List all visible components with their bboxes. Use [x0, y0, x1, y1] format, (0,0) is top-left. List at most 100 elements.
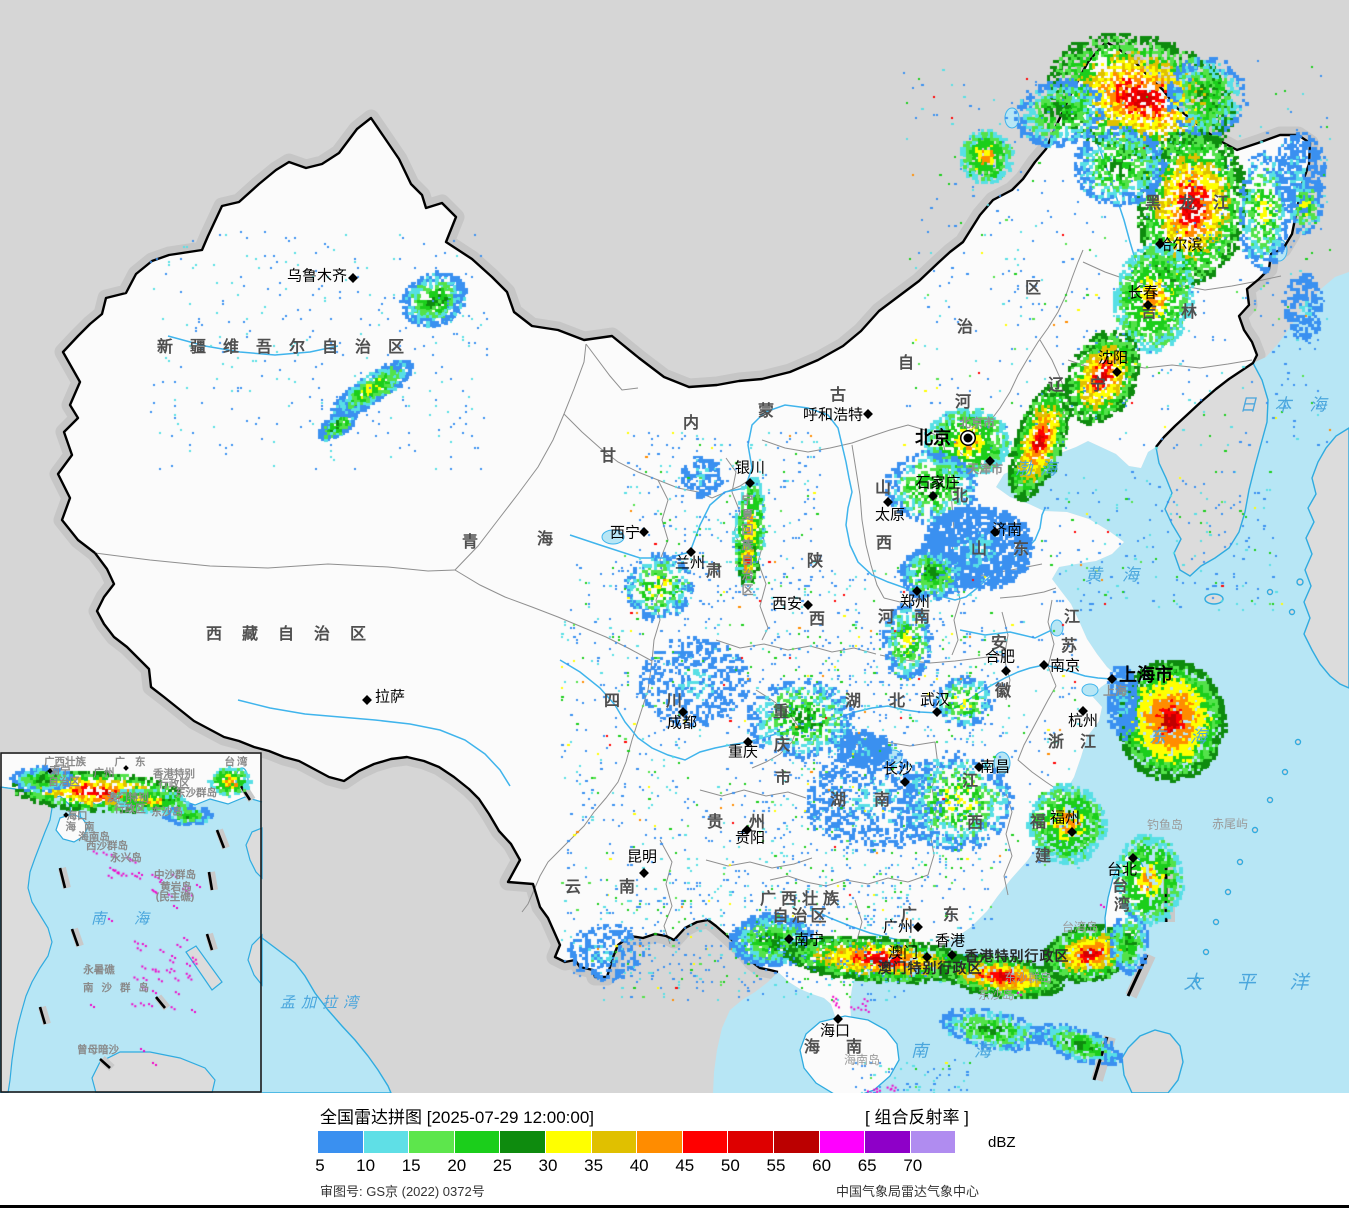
map-label: 海: [536, 531, 554, 548]
colorbar-unit: dBZ: [988, 1134, 1016, 1151]
map-label: 杭州: [1067, 712, 1099, 730]
map-label: 太原: [874, 506, 906, 524]
map-label: 自治区: [772, 908, 830, 925]
map-label: 吉林: [1140, 304, 1222, 321]
map-label: 济南: [991, 521, 1023, 539]
map-label: 内: [682, 415, 700, 432]
map-label: 安: [990, 635, 1008, 652]
map-label: 永兴岛: [110, 851, 142, 864]
colorbar-cell: [363, 1131, 409, 1153]
city-marker: [947, 950, 957, 960]
map-label: 香港: [934, 932, 966, 950]
map-label: 广州: [882, 918, 914, 936]
map-label: 钓鱼岛: [1146, 818, 1184, 832]
map-label: 南宁: [793, 931, 825, 949]
map-label: 山东: [970, 541, 1056, 558]
map-label: 甘: [599, 448, 617, 465]
map-label: 台湾: [224, 755, 250, 768]
map-label: 中沙群岛: [154, 868, 196, 881]
map-label: 广州: [93, 766, 115, 779]
colorbar-values: 5 10 15 20 25 30 35 40 45 50 55 60 65 70: [0, 1156, 1349, 1176]
map-label: 赤尾屿: [1211, 817, 1249, 831]
map-label: 新疆维吾尔自治区: [156, 339, 422, 356]
colorbar-cell: [637, 1131, 682, 1153]
colorbar-tick: 25: [492, 1156, 512, 1175]
legend-panel: 全国雷达拼图 [2025-07-29 12:00:00] [ 组合反射率 ] d…: [0, 1093, 1349, 1205]
map-label: 西安: [771, 595, 803, 613]
colorbar-tick: 55: [766, 1156, 786, 1175]
map-label: 行政区: [158, 777, 190, 790]
colorbar-cell: [819, 1131, 865, 1153]
map-label: 宁夏回族自治区: [740, 493, 754, 599]
map-label: 香港特别行政区: [964, 948, 1070, 964]
map-label: 黄岩岛: [160, 880, 192, 893]
map-label: 黄海: [1085, 565, 1159, 585]
map-label: 重: [772, 704, 790, 721]
map-label: 辽宁: [1047, 377, 1133, 394]
map-label: 西: [966, 815, 984, 832]
map-label: 海南岛: [843, 1053, 881, 1067]
map-label: 河南: [877, 609, 951, 626]
map-label: 青: [461, 534, 479, 551]
colorbar-tick: 10: [356, 1156, 376, 1175]
city-marker: [883, 497, 893, 507]
map-label: 徽: [994, 683, 1012, 700]
map-label: 西宁: [609, 524, 641, 542]
map-label: 南海: [911, 1041, 1037, 1061]
colorbar-cell: [454, 1131, 500, 1153]
map-label: 广西壮族: [44, 755, 86, 768]
radar-echo-canvas: [0, 0, 1349, 1093]
map-label: 治: [956, 319, 974, 336]
city-marker: [863, 409, 873, 419]
colorbar-cell: [773, 1131, 819, 1153]
map-label: 郑州: [899, 593, 931, 611]
map-label: 南海: [90, 910, 178, 928]
map-label: 澳门特别行政区: [877, 960, 983, 976]
map-label: 台北: [1106, 861, 1138, 879]
map-label: 自治区: [48, 775, 80, 788]
map-label: 区: [1024, 280, 1042, 297]
map-label: 广西壮族: [759, 891, 845, 908]
map-label: 东沙岛: [977, 988, 1015, 1002]
map-label: 广东: [900, 907, 986, 924]
colorbar-cell: [500, 1131, 545, 1153]
colorbar-tick: 60: [812, 1156, 832, 1175]
map-label: 西沙群岛: [86, 839, 128, 852]
map-label: 古: [829, 387, 847, 404]
city-marker: [932, 707, 942, 717]
map-label: 云南: [564, 879, 674, 896]
map-label: 渤海: [1015, 459, 1065, 479]
map-label: 广东: [114, 755, 156, 768]
map-label: 河: [954, 394, 972, 411]
map-label: 南沙群岛: [83, 981, 157, 994]
map-area: 黑龙江 吉林 辽宁内蒙古自治区河北山西山东 河南陕西甘肃青海江苏安徽湖北 四川重庆市湖南…: [0, 0, 1349, 1093]
map-label: 南宁: [49, 764, 71, 777]
map-label: 贵阳: [734, 829, 766, 847]
map-label: 银川: [734, 459, 766, 477]
city-marker: [1067, 827, 1077, 837]
colorbar-cell: [545, 1131, 591, 1153]
map-label: 肃: [705, 563, 723, 580]
map-label: 澳门: [887, 944, 919, 962]
map-label: 台: [1111, 878, 1129, 895]
colorbar-tick: 30: [538, 1156, 558, 1175]
map-label: 海南: [65, 820, 103, 833]
map-label: 沈阳: [1097, 349, 1129, 367]
map-label: 东海: [1149, 727, 1231, 747]
map-label: 长沙: [882, 760, 914, 778]
map-label: 北: [951, 488, 969, 505]
colorbar-tick: 20: [447, 1156, 467, 1175]
map-label: 蒙: [757, 403, 775, 420]
map-label: 江: [961, 773, 979, 790]
map-label: 苏: [1060, 638, 1078, 655]
map-labels-layer: 黑龙江 吉林 辽宁内蒙古自治区河北山西山东 河南陕西甘肃青海江苏安徽湖北 四川重庆市湖南…: [44, 195, 1327, 1067]
map-label: 陕: [806, 553, 824, 570]
colorbar-tick: 35: [584, 1156, 604, 1175]
map-label: 东沙岛: [151, 805, 183, 818]
map-label: 海口: [66, 809, 88, 822]
map-label: 黑龙江: [1144, 195, 1248, 212]
map-label: 湖南: [829, 792, 919, 809]
map-label: 哈尔滨: [1157, 236, 1203, 254]
map-label: 北京: [915, 428, 951, 448]
